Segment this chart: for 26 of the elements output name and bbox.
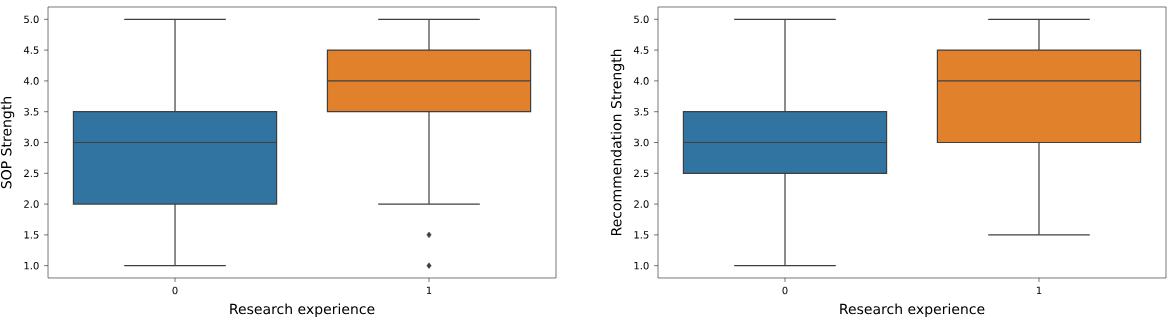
y-tick-label: 5.0: [634, 15, 649, 24]
x-axis-title: Research experience: [230, 303, 375, 317]
y-tick-label: 1.0: [24, 261, 39, 270]
y-tick-label: 4.0: [633, 77, 649, 85]
y-tick-label: 4.0: [23, 77, 39, 85]
x-tick-label: 0: [172, 286, 178, 295]
y-tick-label: 2.0: [24, 200, 39, 208]
y-tick-label: 3.0: [24, 138, 39, 147]
y-tick-label: 3.5: [24, 107, 39, 116]
y-tick-label: 3.5: [634, 107, 649, 116]
y-tick-label: 2.5: [24, 169, 39, 178]
x-tick-label: 0: [782, 286, 788, 295]
y-tick-label: 4.5: [23, 46, 39, 54]
y-tick-label: 5.0: [24, 15, 39, 24]
y-tick-label: 4.5: [633, 46, 649, 54]
y-axis-title: SOP Strength: [0, 97, 15, 189]
y-tick-label: 1.5: [24, 231, 39, 239]
x-tick-label: 1: [426, 286, 432, 294]
y-axis-title: Recommendation Strength: [610, 49, 625, 236]
x-axis-title: Research experience: [840, 303, 985, 317]
y-tick-label: 2.0: [634, 200, 649, 208]
x-tick-label: 1: [1036, 286, 1042, 294]
y-tick-label: 3.0: [634, 138, 649, 147]
y-tick-label: 1.5: [634, 231, 649, 239]
y-tick-label: 2.5: [634, 169, 649, 178]
y-tick-label: 1.0: [634, 261, 649, 270]
